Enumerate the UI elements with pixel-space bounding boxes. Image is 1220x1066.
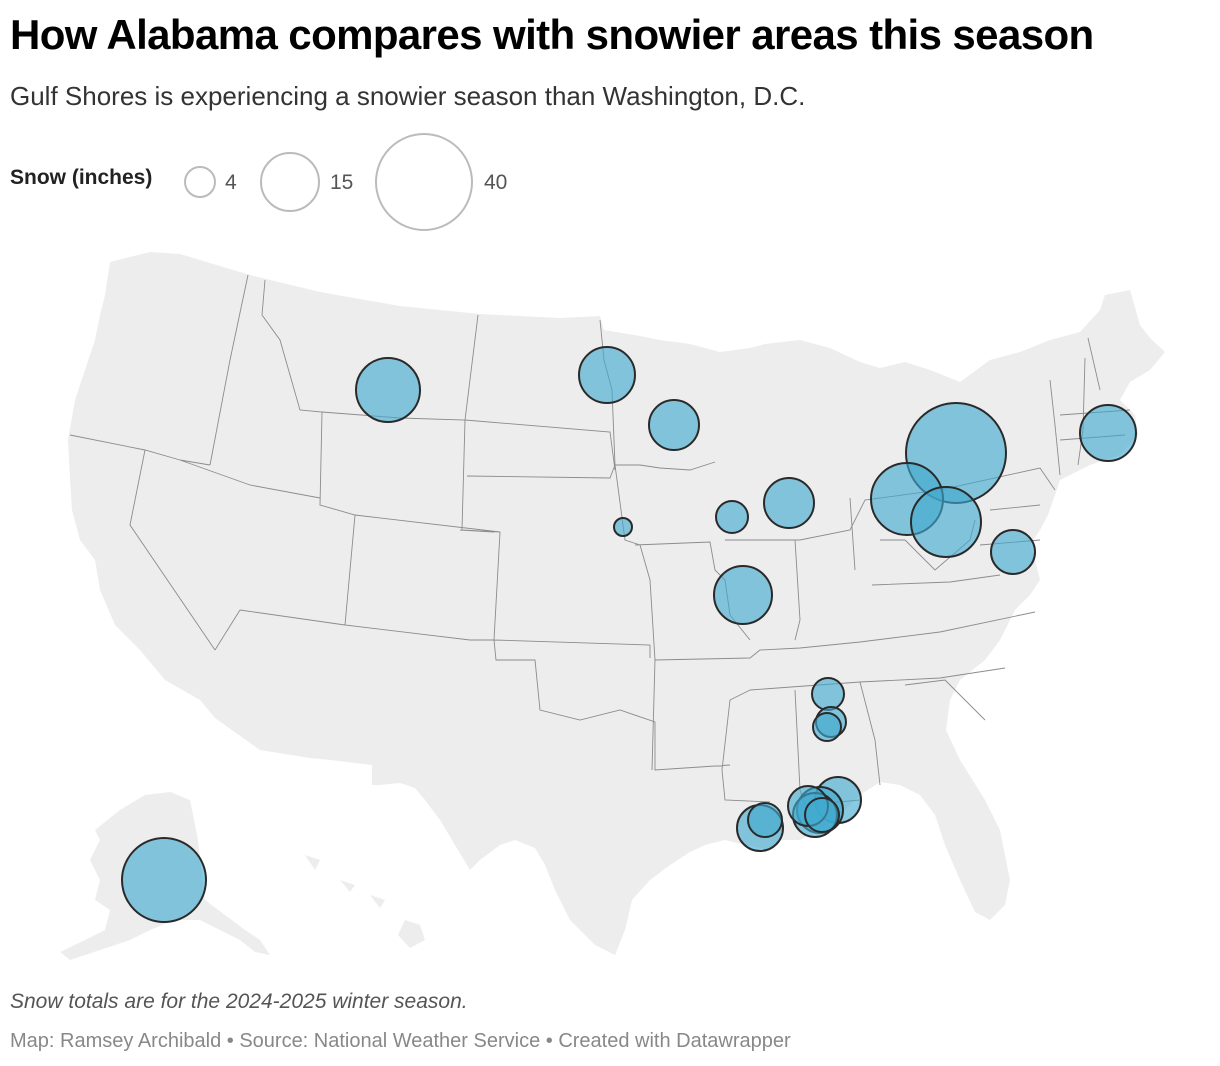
snow-bubble[interactable]: Western Pennsylvania	[910, 486, 982, 558]
snow-bubble[interactable]: Mississippi coast inner	[747, 802, 783, 838]
legend-title: Snow (inches)	[10, 166, 153, 189]
snow-bubble[interactable]: Washington, D.C. area	[990, 529, 1036, 575]
chart-notes: Snow totals are for the 2024-2025 winter…	[10, 990, 468, 1013]
snow-bubble[interactable]: Massachusetts	[1079, 404, 1137, 462]
snow-bubble[interactable]: Missouri/Illinois border	[713, 565, 773, 625]
legend-circle-large-icon	[375, 133, 473, 231]
snow-bubble[interactable]: Central Alabama B	[812, 712, 842, 742]
legend-value-large: 40	[484, 171, 507, 194]
legend-circle-small-icon	[184, 166, 216, 198]
legend-graphic: 4 15 40	[184, 133, 507, 231]
snow-bubble[interactable]: Iowa/Illinois border	[715, 500, 749, 534]
chart-title: How Alabama compares with snowier areas …	[10, 11, 1094, 58]
snow-bubble[interactable]: Northern Illinois	[763, 477, 815, 529]
us-map[interactable]: Montana/Wyoming North Dakota/Minnesota bo…	[0, 240, 1220, 970]
legend-circle-medium-icon	[260, 152, 320, 212]
snow-bubble[interactable]: North Dakota/Minnesota border	[578, 346, 636, 404]
snow-bubble[interactable]: North Alabama	[811, 677, 845, 711]
legend-value-small: 4	[225, 171, 237, 194]
snow-bubble[interactable]: Alaska	[121, 837, 207, 923]
chart-subtitle: Gulf Shores is experiencing a snowier se…	[10, 81, 806, 111]
hawaii-shape	[305, 855, 425, 948]
land-layer	[60, 252, 1165, 960]
chart-byline: Map: Ramsey Archibald • Source: National…	[10, 1030, 791, 1052]
snow-bubble[interactable]: Minnesota	[648, 399, 700, 451]
snow-bubble[interactable]: Gulf Coast D	[804, 797, 840, 833]
snow-bubbles: Montana/Wyoming North Dakota/Minnesota bo…	[121, 346, 1137, 923]
snow-bubble[interactable]: Montana/Wyoming	[355, 357, 421, 423]
contiguous-us-shape	[68, 252, 1165, 955]
snow-bubble[interactable]: Nebraska/Iowa border	[613, 517, 633, 537]
legend-value-medium: 15	[330, 171, 353, 194]
